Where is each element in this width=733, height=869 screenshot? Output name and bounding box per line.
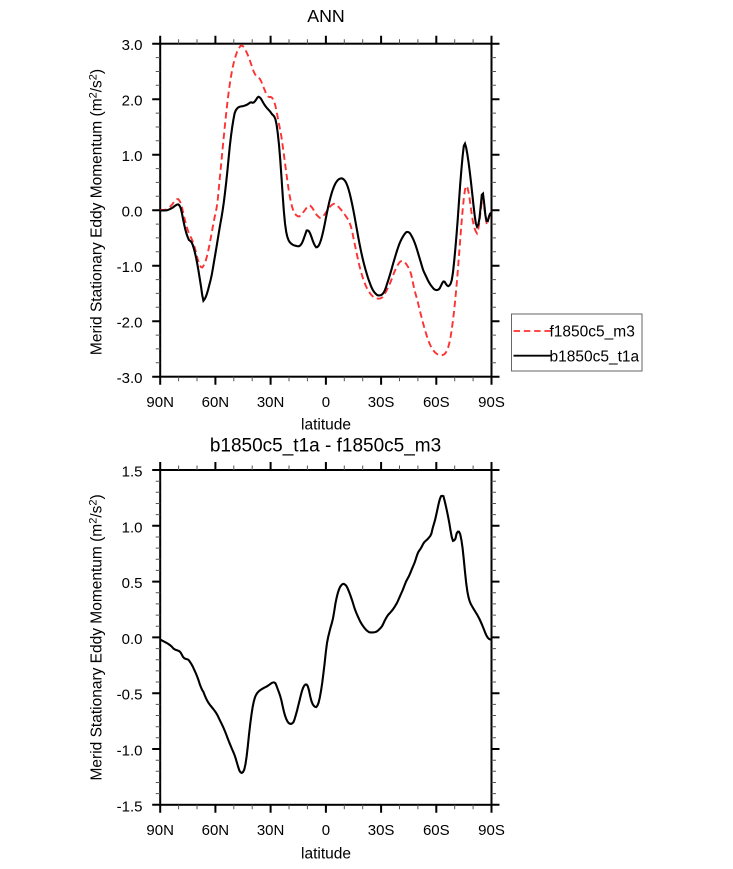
svg-text:ANN: ANN [307,6,345,26]
svg-text:60S: 60S [423,394,450,411]
svg-text:90S: 90S [478,394,505,411]
svg-text:0.0: 0.0 [122,204,143,221]
svg-text:60N: 60N [202,394,230,411]
svg-text:-1.5: -1.5 [117,798,143,815]
svg-text:b1850c5_t1a: b1850c5_t1a [550,349,640,366]
svg-text:0: 0 [322,822,330,839]
svg-text:90S: 90S [478,822,505,839]
svg-text:60S: 60S [423,822,450,839]
svg-text:latitude: latitude [301,417,351,434]
svg-text:-2.0: -2.0 [117,315,143,332]
svg-text:-0.5: -0.5 [117,687,143,704]
svg-text:2.0: 2.0 [122,93,143,110]
svg-text:-1.0: -1.0 [117,743,143,760]
svg-text:0.0: 0.0 [122,631,143,648]
svg-text:90N: 90N [146,394,174,411]
svg-text:3.0: 3.0 [122,37,143,54]
svg-text:latitude: latitude [301,846,351,863]
svg-text:30N: 30N [257,394,285,411]
svg-text:30S: 30S [368,822,395,839]
svg-text:1.0: 1.0 [122,148,143,165]
svg-text:30N: 30N [257,822,285,839]
svg-text:90N: 90N [146,822,174,839]
svg-text:1.0: 1.0 [122,519,143,536]
svg-text:0.5: 0.5 [122,575,143,592]
svg-text:60N: 60N [202,822,230,839]
svg-text:Merid Stationary Eddy Momentum: Merid Stationary Eddy Momentum (m2/s2) [88,69,106,355]
svg-text:f1850c5_m3: f1850c5_m3 [550,324,635,341]
svg-text:-1.0: -1.0 [117,259,143,276]
svg-text:30S: 30S [368,394,395,411]
svg-text:Merid Stationary Eddy Momentum: Merid Stationary Eddy Momentum (m2/s2) [88,494,106,780]
svg-text:1.5: 1.5 [122,464,143,481]
svg-text:b1850c5_t1a - f1850c5_m3: b1850c5_t1a - f1850c5_m3 [210,435,441,456]
svg-text:0: 0 [322,394,330,411]
svg-text:-3.0: -3.0 [117,370,143,387]
